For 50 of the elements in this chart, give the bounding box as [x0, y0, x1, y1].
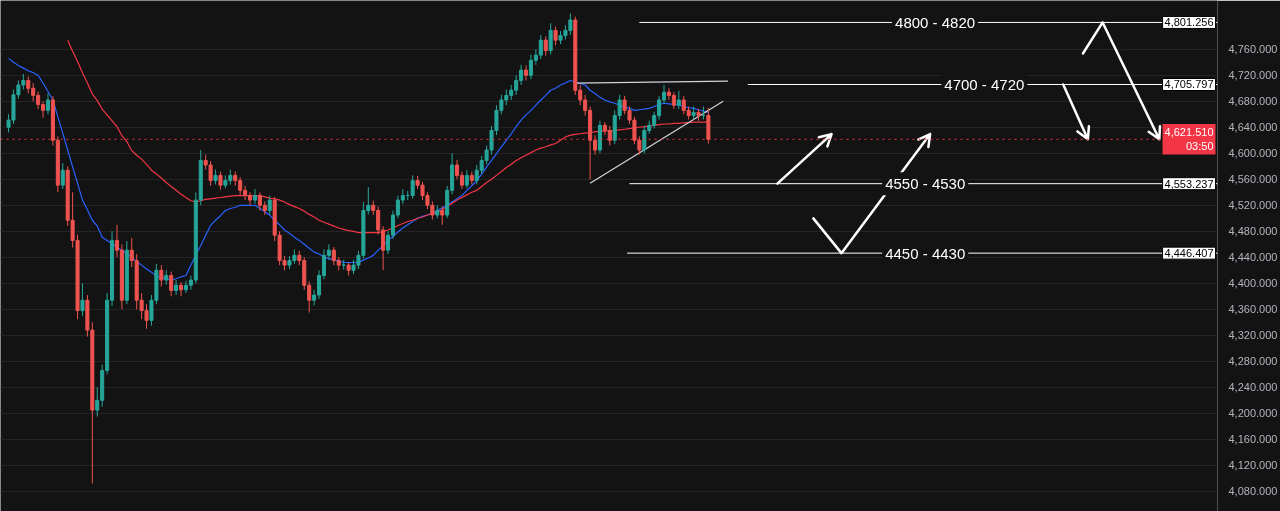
y-tick-label: 4,720.000 — [1228, 69, 1278, 82]
y-tick-label: 4,360.000 — [1228, 303, 1278, 316]
candlestick — [60, 162, 65, 190]
candlestick — [440, 206, 445, 226]
text: 4550 - 4530 — [885, 175, 966, 193]
candlestick — [676, 90, 681, 110]
y-tick-label: 4,640.000 — [1228, 121, 1278, 134]
y-tick-label: 4,240.000 — [1228, 381, 1278, 394]
y-tick-label: 4,440.000 — [1228, 251, 1278, 264]
ref-line-label: 4,801.256 — [1164, 16, 1214, 29]
candlestick — [607, 125, 612, 146]
y-tick-label: 4,400.000 — [1228, 277, 1278, 290]
candlestick — [553, 26, 558, 46]
candlestick — [218, 170, 223, 191]
candlestick — [706, 107, 711, 145]
ref-line-label: 4,446.407 — [1164, 247, 1214, 260]
y-tick-label: 4,120.000 — [1228, 459, 1278, 472]
candlestick — [464, 169, 469, 189]
text: 4450 - 4430 — [885, 244, 966, 262]
candlestick — [159, 264, 164, 288]
ref-line-label: 4,621.510 03:50 — [1164, 126, 1214, 153]
candlestick — [174, 279, 179, 296]
text: 4800 - 4820 — [895, 13, 976, 31]
candlestick — [208, 160, 213, 187]
candlestick — [179, 281, 184, 297]
y-tick-label: 4,520.000 — [1228, 199, 1278, 212]
y-tick-label: 4,680.000 — [1228, 95, 1278, 108]
candlestick — [45, 92, 50, 115]
y-tick-label: 4,760.000 — [1228, 43, 1278, 56]
y-tick-label: 4,320.000 — [1228, 329, 1278, 342]
candlestick — [80, 282, 85, 317]
ref-line-label: 4,705.797 — [1164, 78, 1214, 91]
candlestick — [410, 174, 415, 200]
y-tick-label: 4,080.000 — [1228, 485, 1278, 498]
y-tick-label: 4,200.000 — [1228, 407, 1278, 420]
candlestick — [252, 188, 257, 205]
candlestick — [538, 34, 543, 60]
y-tick-label: 4,560.000 — [1228, 173, 1278, 186]
text: 4700 - 4720 — [944, 76, 1025, 93]
candlestick — [543, 35, 548, 57]
ref-line-label: 4,553.237 — [1164, 177, 1214, 190]
y-tick-label: 4,480.000 — [1228, 225, 1278, 238]
candlestick — [548, 22, 553, 55]
y-tick-label: 4,280.000 — [1228, 355, 1278, 368]
candlestick — [267, 195, 272, 215]
y-tick-label: 4,160.000 — [1228, 433, 1278, 446]
candlestick — [523, 65, 529, 81]
candlestick — [642, 125, 647, 154]
y-tick-label: 4,600.000 — [1228, 147, 1278, 160]
candlestick — [169, 271, 174, 297]
